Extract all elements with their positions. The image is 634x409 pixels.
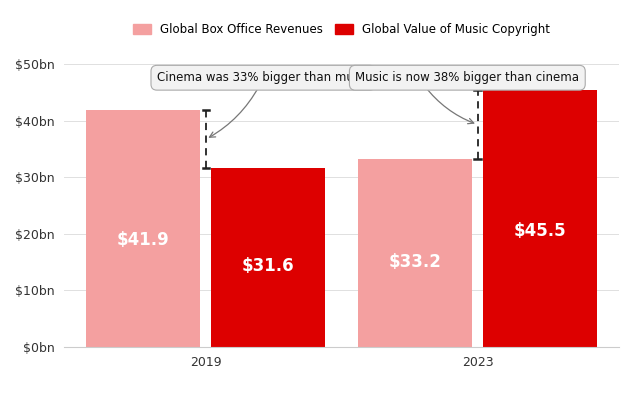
Text: Music is now 38% bigger than cinema: Music is now 38% bigger than cinema	[355, 71, 579, 84]
Text: © FPI Global Music Report, CISAC Global Collections Report, Music & Copyright an: © FPI Global Music Report, CISAC Global …	[6, 394, 427, 403]
Bar	[483, 90, 597, 347]
Text: Cinema was 33% bigger than music: Cinema was 33% bigger than music	[157, 71, 370, 84]
Legend: Global Box Office Revenues, Global Value of Music Copyright: Global Box Office Revenues, Global Value…	[129, 18, 555, 40]
Bar	[211, 169, 325, 347]
Text: $31.6: $31.6	[242, 257, 295, 276]
Bar	[86, 110, 200, 347]
Text: $41.9: $41.9	[117, 231, 170, 249]
Bar	[358, 160, 472, 347]
Text: $45.5: $45.5	[514, 222, 567, 240]
Text: $33.2: $33.2	[389, 254, 441, 272]
